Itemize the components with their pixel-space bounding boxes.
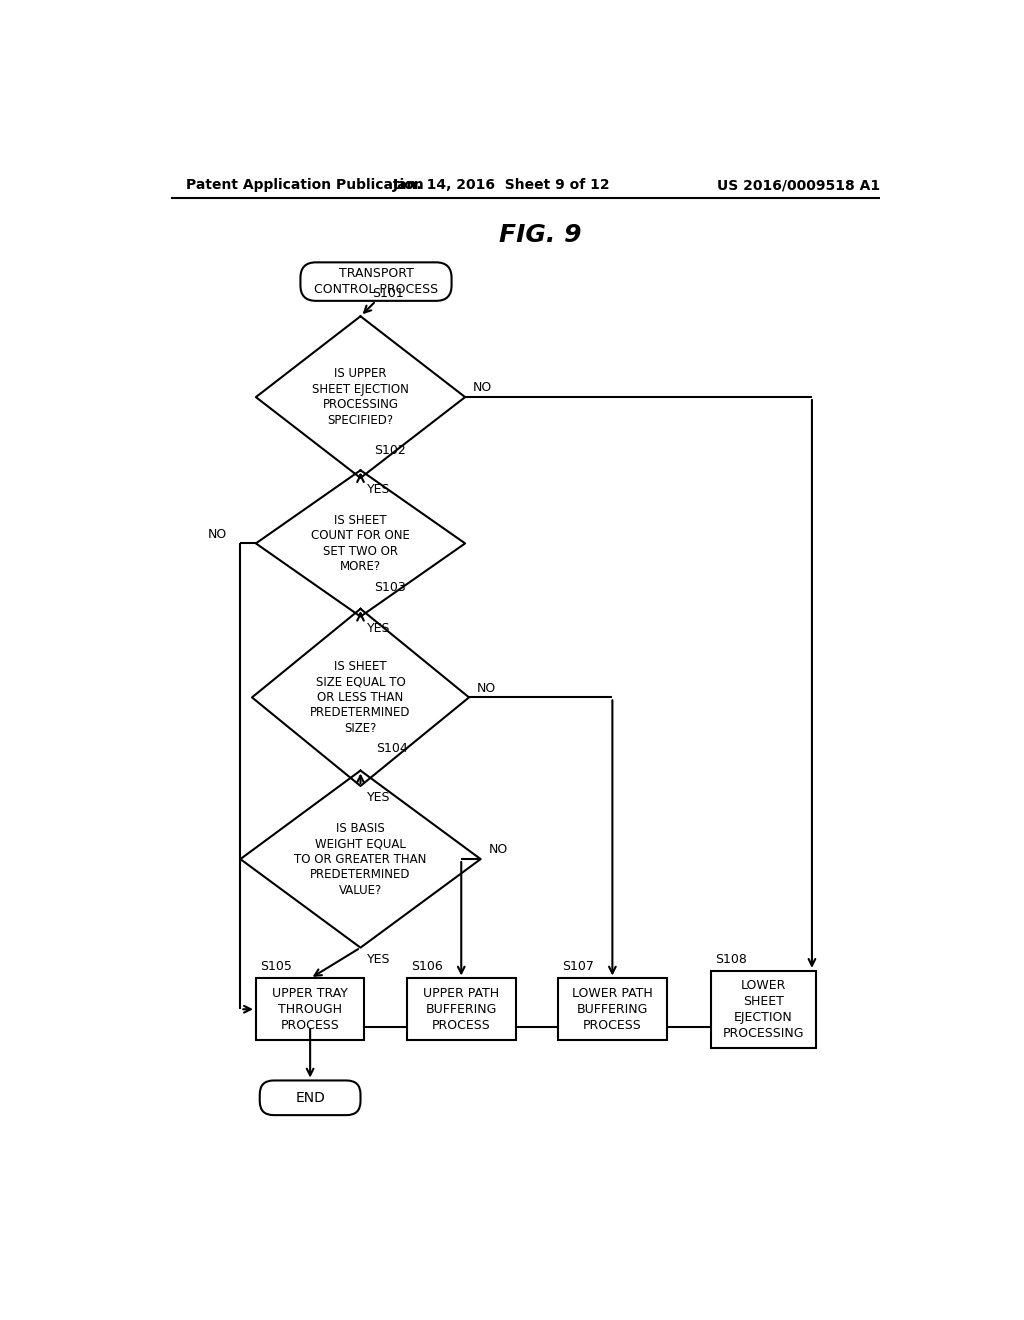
Text: UPPER PATH
BUFFERING
PROCESS: UPPER PATH BUFFERING PROCESS	[423, 987, 500, 1032]
Text: YES: YES	[367, 622, 390, 635]
Text: IS SHEET
SIZE EQUAL TO
OR LESS THAN
PREDETERMINED
SIZE?: IS SHEET SIZE EQUAL TO OR LESS THAN PRED…	[310, 660, 411, 735]
Text: S105: S105	[260, 961, 292, 973]
Text: LOWER
SHEET
EJECTION
PROCESSING: LOWER SHEET EJECTION PROCESSING	[723, 978, 804, 1040]
Text: IS UPPER
SHEET EJECTION
PROCESSING
SPECIFIED?: IS UPPER SHEET EJECTION PROCESSING SPECI…	[312, 367, 409, 426]
Polygon shape	[252, 609, 469, 785]
Text: S102: S102	[375, 445, 407, 458]
Text: END: END	[295, 1090, 325, 1105]
FancyBboxPatch shape	[260, 1081, 360, 1115]
Text: S104: S104	[376, 742, 408, 755]
Bar	[256, 978, 365, 1040]
Polygon shape	[241, 771, 480, 948]
Text: YES: YES	[367, 791, 390, 804]
Text: S108: S108	[715, 953, 746, 966]
Polygon shape	[256, 317, 465, 478]
Text: S107: S107	[562, 961, 594, 973]
Polygon shape	[256, 470, 465, 616]
Bar	[712, 970, 816, 1048]
Text: S106: S106	[411, 961, 442, 973]
Text: NO: NO	[473, 381, 493, 395]
Text: S103: S103	[375, 581, 407, 594]
FancyBboxPatch shape	[300, 263, 452, 301]
Text: UPPER TRAY
THROUGH
PROCESS: UPPER TRAY THROUGH PROCESS	[272, 987, 348, 1032]
Text: Jan. 14, 2016  Sheet 9 of 12: Jan. 14, 2016 Sheet 9 of 12	[393, 178, 610, 193]
Text: YES: YES	[367, 483, 390, 496]
Bar	[558, 978, 667, 1040]
Text: S101: S101	[372, 286, 403, 300]
Bar	[407, 978, 515, 1040]
Text: Patent Application Publication: Patent Application Publication	[186, 178, 424, 193]
Text: IS BASIS
WEIGHT EQUAL
TO OR GREATER THAN
PREDETERMINED
VALUE?: IS BASIS WEIGHT EQUAL TO OR GREATER THAN…	[294, 821, 427, 896]
Text: US 2016/0009518 A1: US 2016/0009518 A1	[717, 178, 880, 193]
Text: NO: NO	[208, 528, 227, 541]
Text: NO: NO	[477, 681, 496, 694]
Text: NO: NO	[488, 843, 508, 857]
Text: LOWER PATH
BUFFERING
PROCESS: LOWER PATH BUFFERING PROCESS	[572, 987, 652, 1032]
Text: YES: YES	[367, 953, 390, 966]
Text: IS SHEET
COUNT FOR ONE
SET TWO OR
MORE?: IS SHEET COUNT FOR ONE SET TWO OR MORE?	[311, 513, 410, 573]
Text: TRANSPORT
CONTROL PROCESS: TRANSPORT CONTROL PROCESS	[314, 267, 438, 296]
Text: FIG. 9: FIG. 9	[499, 223, 582, 247]
